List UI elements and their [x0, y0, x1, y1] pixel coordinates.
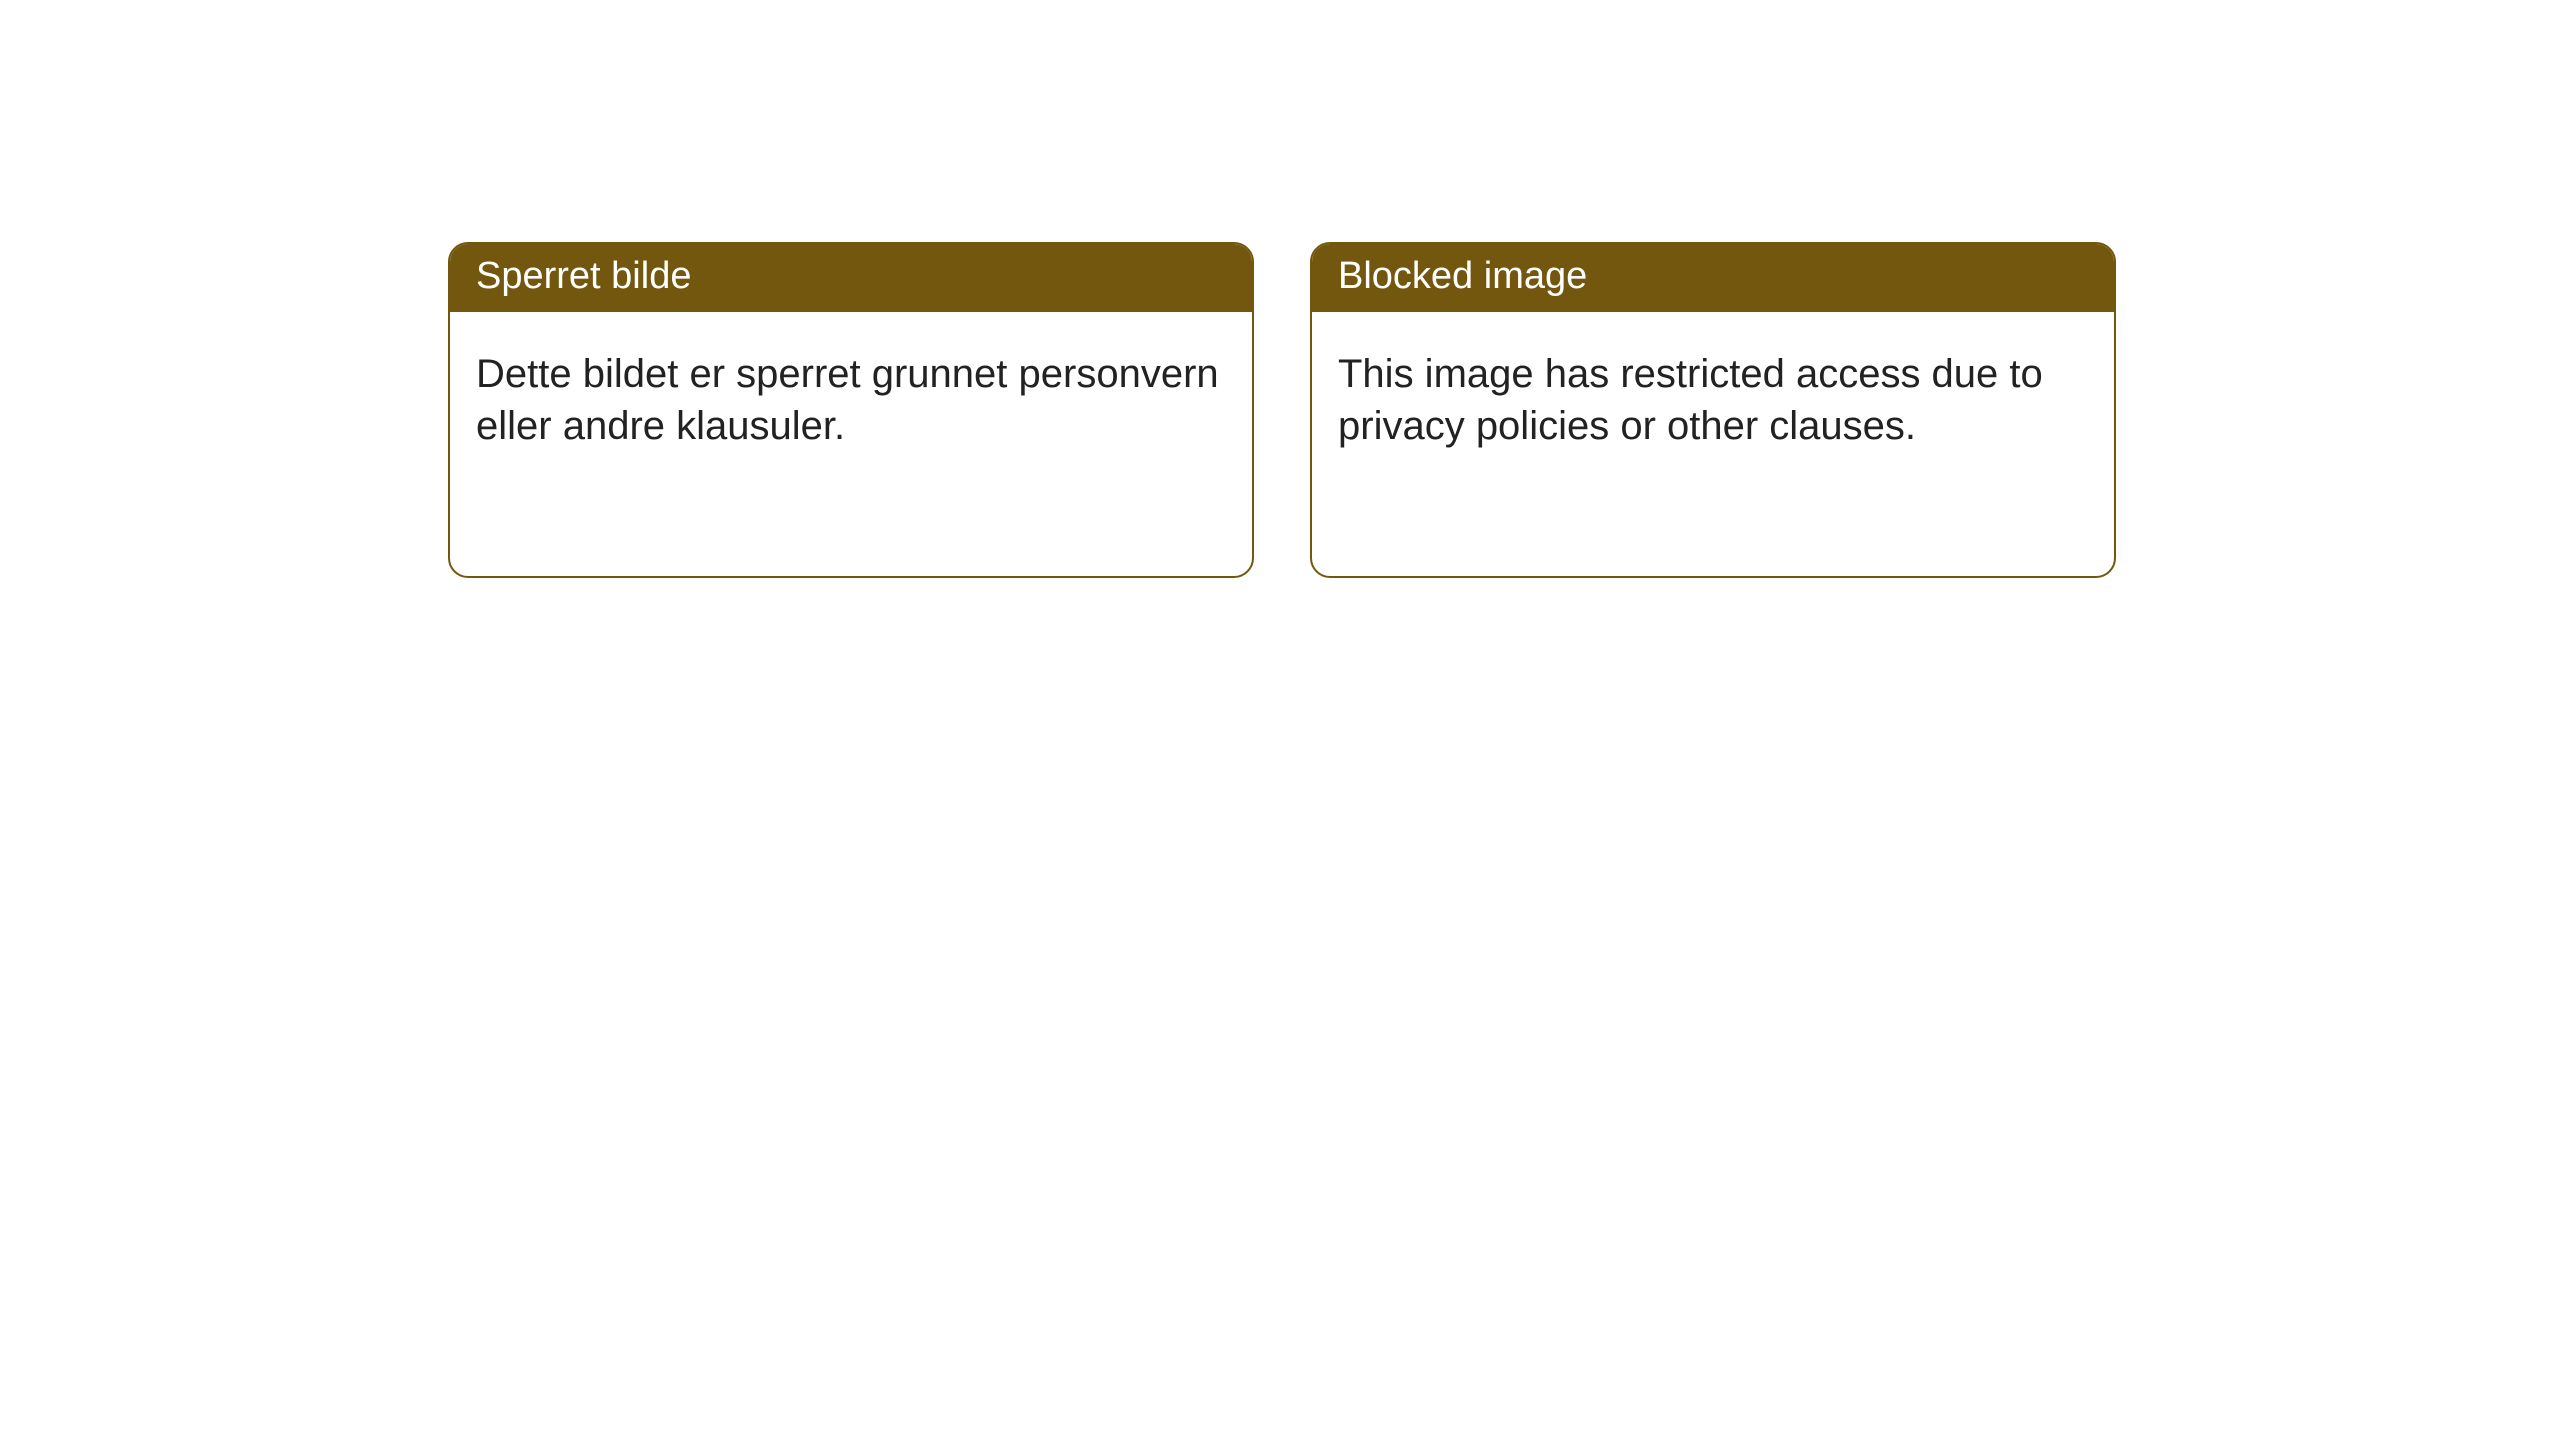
blocked-image-card-en: Blocked image This image has restricted … — [1310, 242, 2116, 578]
card-title-en: Blocked image — [1312, 244, 2114, 312]
card-body-en: This image has restricted access due to … — [1312, 312, 2114, 472]
cards-row: Sperret bilde Dette bildet er sperret gr… — [0, 0, 2560, 578]
card-body-no: Dette bildet er sperret grunnet personve… — [450, 312, 1252, 472]
blocked-image-card-no: Sperret bilde Dette bildet er sperret gr… — [448, 242, 1254, 578]
card-title-no: Sperret bilde — [450, 244, 1252, 312]
